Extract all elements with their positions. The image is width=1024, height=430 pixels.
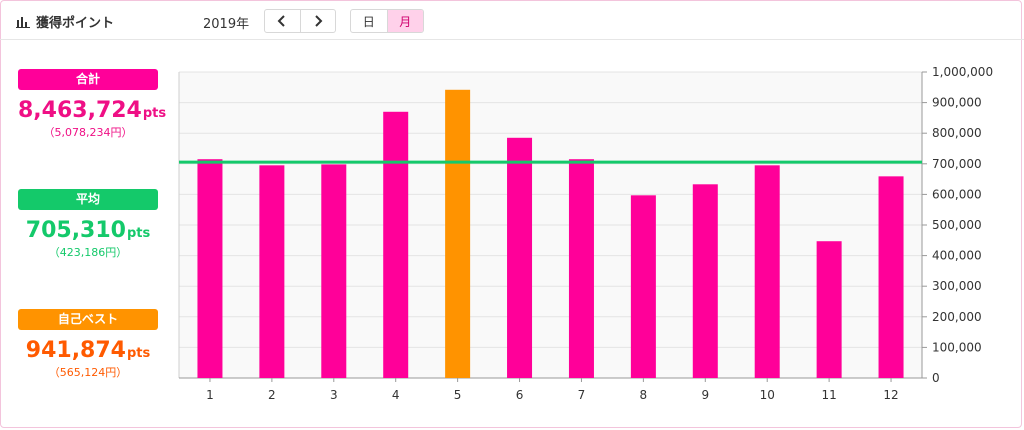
stat-best: 自己ベスト 941,874pts （565,124円） (18, 309, 158, 380)
next-button[interactable] (299, 10, 336, 32)
toggle-month[interactable]: 月 (386, 10, 423, 32)
bar (259, 165, 285, 378)
x-tick-label: 9 (701, 388, 709, 402)
bar (754, 165, 780, 378)
y-tick-label: 100,000 (932, 340, 982, 354)
best-points-unit: pts (126, 346, 151, 361)
bar-chart-icon (16, 16, 30, 28)
x-tick-label: 4 (392, 388, 400, 402)
page-title: 獲得ポイント (36, 16, 115, 31)
average-yen: （423,186円） (48, 246, 128, 259)
best-badge: 自己ベスト (18, 309, 158, 330)
y-tick-label: 700,000 (932, 157, 982, 171)
best-yen: （565,124円） (48, 366, 128, 379)
x-tick-label: 2 (268, 388, 276, 402)
total-points-unit: pts (142, 106, 167, 121)
x-tick-label: 7 (578, 388, 586, 402)
x-tick-label: 3 (330, 388, 338, 402)
bar (321, 164, 347, 378)
x-tick-label: 5 (454, 388, 462, 402)
y-tick-label: 0 (932, 371, 940, 385)
average-points-unit: pts (126, 226, 151, 241)
average-badge: 平均 (18, 189, 158, 210)
average-points-value: 705,310 (25, 218, 126, 243)
best-points-value: 941,874 (25, 338, 126, 363)
x-tick-label: 10 (760, 388, 775, 402)
title-area: 獲得ポイント (16, 12, 114, 31)
bar (383, 111, 409, 378)
period-toggle: 日 月 (350, 9, 424, 33)
y-tick-label: 900,000 (932, 96, 982, 110)
bar (816, 241, 842, 378)
y-tick-label: 1,000,000 (932, 65, 993, 79)
average-points: 705,310pts (18, 218, 158, 243)
bar-best (445, 89, 471, 378)
bar (630, 195, 656, 378)
total-yen: （5,078,234円） (43, 126, 133, 139)
chevron-right-icon (315, 15, 323, 27)
chevron-left-icon (277, 15, 285, 27)
x-tick-label: 12 (883, 388, 898, 402)
y-tick-label: 500,000 (932, 218, 982, 232)
bar (878, 176, 904, 378)
y-tick-label: 200,000 (932, 310, 982, 324)
best-points: 941,874pts (18, 338, 158, 363)
total-badge: 合計 (18, 69, 158, 90)
stat-average: 平均 705,310pts （423,186円） (18, 189, 158, 260)
bar (507, 137, 533, 378)
x-tick-label: 6 (516, 388, 524, 402)
total-points-value: 8,463,724 (18, 98, 142, 123)
x-tick-label: 8 (640, 388, 648, 402)
bar (692, 184, 718, 378)
total-points: 8,463,724pts (18, 98, 166, 123)
y-tick-label: 300,000 (932, 279, 982, 293)
period-nav (264, 9, 336, 33)
x-tick-label: 1 (206, 388, 214, 402)
y-tick-label: 800,000 (932, 126, 982, 140)
x-tick-label: 11 (821, 388, 836, 402)
stat-total: 合計 8,463,724pts （5,078,234円） (18, 69, 166, 140)
y-tick-label: 600,000 (932, 187, 982, 201)
bar (568, 159, 594, 378)
y-tick-label: 400,000 (932, 249, 982, 263)
toggle-day[interactable]: 日 (362, 14, 375, 29)
panel-header: 獲得ポイント 2019年 日 月 (0, 0, 1024, 40)
year-label: 2019年 (203, 17, 250, 32)
prev-button[interactable] (265, 10, 300, 32)
bar (197, 159, 223, 378)
